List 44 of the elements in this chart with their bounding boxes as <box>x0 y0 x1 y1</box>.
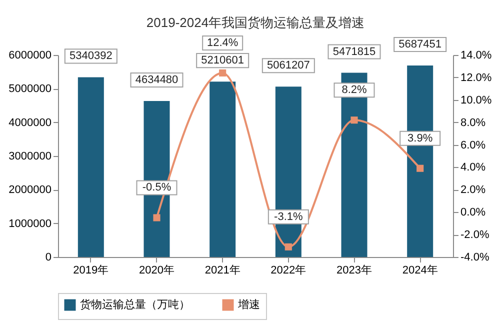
x-tick-label: 2021年 <box>204 264 240 276</box>
data-label: 4634480 <box>135 74 178 86</box>
data-label: -3.1% <box>274 210 303 223</box>
y2-tick-label: 8.0% <box>460 116 486 129</box>
x-tick-label: 2024年 <box>402 264 438 276</box>
data-label: 8.2% <box>342 84 367 96</box>
data-label: 12.4% <box>206 36 238 49</box>
point <box>350 116 358 124</box>
y2-tick-label: 0.0% <box>460 206 486 219</box>
y2-tick-label: -4.0% <box>460 252 490 264</box>
legend-label: 货物运输总量（万吨） <box>80 298 190 311</box>
point <box>219 69 226 76</box>
bar <box>78 77 104 257</box>
y2-tick-label: 4.0% <box>460 162 486 174</box>
y2-tick-label: 10.0% <box>460 94 492 106</box>
y-tick-label: 1000000 <box>8 218 52 230</box>
data-label: 5471815 <box>332 46 376 58</box>
y2-tick-label: -2.0% <box>460 229 490 242</box>
y2-tick-label: 6.0% <box>460 139 486 152</box>
point <box>416 164 424 172</box>
y-tick-label: 5000000 <box>8 83 52 96</box>
x-tick-label: 2022年 <box>270 264 306 276</box>
y2-tick-label: 12.0% <box>460 72 492 84</box>
x-tick-label: 2020年 <box>139 264 174 276</box>
x-tick-label: 2019年 <box>73 264 109 276</box>
y2-tick-label: 14.0% <box>460 50 492 62</box>
point <box>284 243 292 250</box>
x-tick-label: 2023年 <box>336 264 372 276</box>
y-tick-label: 0 <box>45 252 52 264</box>
data-label: 5061207 <box>267 60 310 72</box>
y-tick-label: 3000000 <box>8 150 52 162</box>
legend-label: 增速 <box>237 298 260 311</box>
y-tick-label: 4000000 <box>8 116 52 129</box>
y-tick-label: 2000000 <box>8 184 52 196</box>
data-label: 5340392 <box>70 50 112 62</box>
data-label: -0.5% <box>142 182 172 194</box>
chart-title: 2019-2024年我国货物运输总量及增速 <box>146 14 365 30</box>
bar <box>210 82 236 257</box>
data-label: 5687451 <box>398 38 442 51</box>
point <box>153 214 160 222</box>
y-tick-label: 6000000 <box>8 50 52 62</box>
y2-tick-label: 2.0% <box>460 184 486 196</box>
data-label: 5210601 <box>201 54 244 67</box>
data-label: 3.9% <box>408 132 433 144</box>
